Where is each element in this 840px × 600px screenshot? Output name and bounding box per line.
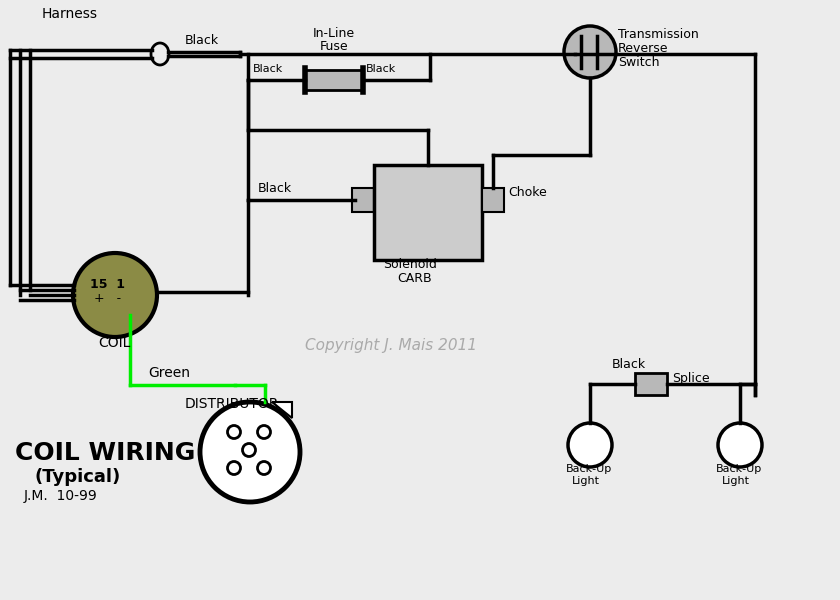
Text: Transmission: Transmission bbox=[618, 28, 699, 41]
Text: Solenoid: Solenoid bbox=[383, 258, 437, 271]
Bar bbox=[482, 188, 504, 212]
Text: Light: Light bbox=[722, 476, 750, 486]
Text: J.M.  10-99: J.M. 10-99 bbox=[24, 489, 97, 503]
Text: Back-Up: Back-Up bbox=[716, 464, 762, 474]
Text: In-Line: In-Line bbox=[313, 27, 355, 40]
Text: Black: Black bbox=[366, 64, 396, 74]
Text: Fuse: Fuse bbox=[320, 40, 349, 53]
Text: Choke: Choke bbox=[508, 186, 547, 199]
Bar bbox=[635, 373, 667, 395]
Text: Black: Black bbox=[258, 182, 292, 195]
Text: Splice: Splice bbox=[672, 372, 710, 385]
Ellipse shape bbox=[151, 43, 169, 65]
Circle shape bbox=[718, 423, 762, 467]
Text: DISTRIBUTOR: DISTRIBUTOR bbox=[185, 397, 280, 411]
Text: Switch: Switch bbox=[618, 56, 659, 69]
Bar bbox=[305, 70, 363, 90]
Text: +   -: + - bbox=[94, 292, 121, 305]
Circle shape bbox=[73, 253, 157, 337]
Text: COIL WIRING: COIL WIRING bbox=[15, 441, 196, 465]
Text: Back-Up: Back-Up bbox=[566, 464, 612, 474]
Circle shape bbox=[568, 423, 612, 467]
Text: Harness: Harness bbox=[42, 7, 98, 21]
Text: Copyright J. Mais 2011: Copyright J. Mais 2011 bbox=[305, 338, 477, 353]
Text: Black: Black bbox=[185, 34, 219, 47]
Text: Reverse: Reverse bbox=[618, 42, 669, 55]
Polygon shape bbox=[272, 402, 292, 418]
Text: (Typical): (Typical) bbox=[35, 468, 121, 486]
Text: Green: Green bbox=[148, 366, 190, 380]
Text: Black: Black bbox=[253, 64, 283, 74]
Text: CARB: CARB bbox=[397, 272, 432, 285]
Bar bbox=[352, 188, 374, 212]
Circle shape bbox=[200, 402, 300, 502]
Bar bbox=[374, 165, 482, 260]
Circle shape bbox=[564, 26, 616, 78]
Text: Light: Light bbox=[572, 476, 600, 486]
Text: COIL: COIL bbox=[98, 336, 130, 350]
Text: 15  1: 15 1 bbox=[90, 278, 125, 291]
Text: Black: Black bbox=[612, 358, 646, 371]
